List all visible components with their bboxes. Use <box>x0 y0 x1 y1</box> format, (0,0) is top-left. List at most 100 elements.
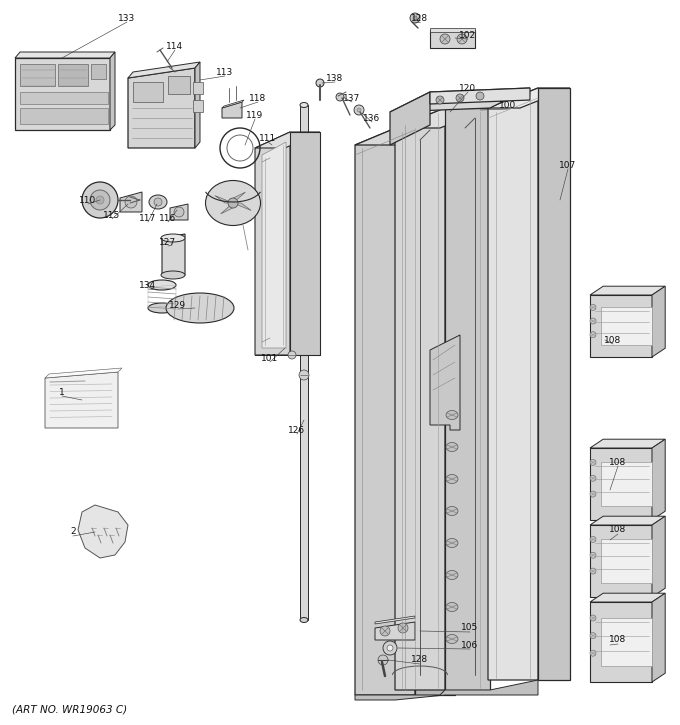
Circle shape <box>476 92 484 100</box>
Polygon shape <box>290 132 320 355</box>
Polygon shape <box>195 62 200 148</box>
Circle shape <box>590 650 596 656</box>
Text: 128: 128 <box>411 14 428 22</box>
Polygon shape <box>590 593 665 602</box>
Polygon shape <box>110 52 115 130</box>
Circle shape <box>590 491 596 497</box>
Text: 115: 115 <box>103 210 120 220</box>
Polygon shape <box>395 108 490 128</box>
Bar <box>20 108 108 124</box>
Text: 1: 1 <box>59 387 65 397</box>
Polygon shape <box>445 108 490 690</box>
Text: 101: 101 <box>261 354 279 362</box>
Text: 116: 116 <box>159 213 177 223</box>
Ellipse shape <box>149 195 167 209</box>
Text: 137: 137 <box>343 94 360 102</box>
Circle shape <box>96 196 104 204</box>
Text: 108: 108 <box>605 336 622 344</box>
Polygon shape <box>601 463 652 505</box>
Bar <box>91 64 106 79</box>
Ellipse shape <box>300 102 308 107</box>
Polygon shape <box>488 88 538 680</box>
Ellipse shape <box>148 303 176 313</box>
Text: 117: 117 <box>139 213 156 223</box>
Polygon shape <box>262 142 286 348</box>
Ellipse shape <box>446 442 458 452</box>
Polygon shape <box>375 616 415 624</box>
Text: 105: 105 <box>461 624 479 632</box>
Polygon shape <box>430 88 530 104</box>
Polygon shape <box>162 234 185 275</box>
Text: 127: 127 <box>159 238 177 247</box>
Polygon shape <box>45 368 122 378</box>
Circle shape <box>590 633 596 639</box>
Ellipse shape <box>446 410 458 420</box>
Text: 128: 128 <box>411 655 428 665</box>
Bar <box>193 100 203 112</box>
Ellipse shape <box>446 634 458 644</box>
Circle shape <box>590 536 596 542</box>
Circle shape <box>383 641 397 655</box>
Circle shape <box>590 615 596 621</box>
Circle shape <box>590 318 596 324</box>
Polygon shape <box>395 108 445 690</box>
Ellipse shape <box>300 618 308 623</box>
Polygon shape <box>430 335 460 430</box>
Bar <box>133 82 163 102</box>
Circle shape <box>413 16 417 20</box>
Circle shape <box>357 108 361 112</box>
Ellipse shape <box>161 271 185 279</box>
Bar <box>193 82 203 94</box>
Bar <box>20 92 108 104</box>
Circle shape <box>316 79 324 87</box>
Ellipse shape <box>166 293 234 323</box>
Ellipse shape <box>446 539 458 547</box>
Text: 111: 111 <box>259 133 277 143</box>
Circle shape <box>398 623 408 633</box>
Circle shape <box>228 198 238 208</box>
Polygon shape <box>590 295 652 357</box>
Ellipse shape <box>446 602 458 611</box>
Text: 129: 129 <box>169 300 186 310</box>
Polygon shape <box>45 372 118 428</box>
Polygon shape <box>355 120 415 695</box>
Circle shape <box>590 331 596 338</box>
Ellipse shape <box>446 507 458 515</box>
Polygon shape <box>390 92 430 145</box>
Circle shape <box>378 655 388 665</box>
Circle shape <box>125 196 137 208</box>
Polygon shape <box>601 307 652 344</box>
Text: 108: 108 <box>609 457 627 466</box>
Polygon shape <box>601 618 652 666</box>
Bar <box>20 64 55 86</box>
Polygon shape <box>222 102 242 118</box>
Polygon shape <box>170 204 188 220</box>
Text: 138: 138 <box>326 73 343 83</box>
Text: 102: 102 <box>460 30 477 39</box>
Polygon shape <box>590 439 665 448</box>
Text: 106: 106 <box>461 640 479 650</box>
Ellipse shape <box>148 280 176 290</box>
Text: 107: 107 <box>560 160 577 170</box>
Text: 134: 134 <box>139 281 156 289</box>
Polygon shape <box>255 132 290 355</box>
Bar <box>58 64 88 86</box>
Circle shape <box>90 190 110 210</box>
Circle shape <box>590 568 596 574</box>
Polygon shape <box>233 192 245 203</box>
Polygon shape <box>120 192 142 212</box>
Polygon shape <box>300 105 308 620</box>
Polygon shape <box>652 593 665 682</box>
Circle shape <box>154 198 162 206</box>
Ellipse shape <box>161 234 185 242</box>
Circle shape <box>174 207 184 217</box>
Polygon shape <box>390 88 530 112</box>
Text: 126: 126 <box>288 426 305 434</box>
Ellipse shape <box>446 571 458 579</box>
Polygon shape <box>355 120 455 145</box>
Polygon shape <box>222 100 244 108</box>
Polygon shape <box>590 286 665 295</box>
Circle shape <box>82 182 118 218</box>
Text: 110: 110 <box>80 196 97 204</box>
Polygon shape <box>538 88 570 680</box>
